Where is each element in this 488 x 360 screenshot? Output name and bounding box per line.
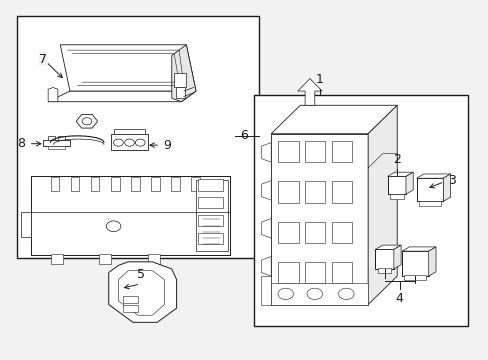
Bar [416,178,443,201]
Polygon shape [48,87,58,102]
Bar [91,177,99,191]
Text: 4: 4 [395,292,403,305]
Bar [131,177,140,191]
Bar [99,254,111,264]
Bar [305,262,325,283]
Bar [404,275,426,280]
Bar [171,177,180,191]
Polygon shape [416,174,449,178]
Bar [331,221,351,243]
Text: 3: 3 [447,174,455,186]
Bar [43,140,70,146]
Text: 6: 6 [239,129,247,142]
Bar [331,181,351,203]
Bar [389,194,403,198]
Polygon shape [405,172,412,194]
Circle shape [82,118,92,125]
Bar [123,305,138,312]
Polygon shape [386,172,412,176]
Bar [123,296,138,303]
Polygon shape [401,247,435,251]
Text: 8: 8 [17,137,25,150]
Polygon shape [261,257,271,276]
Polygon shape [367,105,396,305]
Bar [70,177,79,191]
Bar [278,262,298,283]
Circle shape [124,139,134,146]
Bar [17,16,259,258]
Bar [305,221,325,243]
Circle shape [135,139,145,146]
Bar [401,251,428,276]
Text: 2: 2 [392,153,400,166]
Bar [198,233,222,244]
Bar [254,95,467,326]
Polygon shape [261,219,271,238]
Polygon shape [76,114,98,128]
Bar [198,197,222,208]
Polygon shape [21,212,31,237]
Circle shape [338,288,353,300]
Bar [31,176,229,255]
Bar [50,177,59,191]
Bar [278,181,298,203]
Circle shape [277,288,293,300]
Bar [331,262,351,283]
Text: 5: 5 [137,269,144,282]
Polygon shape [48,91,196,102]
Bar [278,221,298,243]
Bar [261,276,271,305]
Bar [196,180,227,251]
Circle shape [113,139,123,146]
Bar [271,283,367,305]
Polygon shape [261,143,271,162]
Bar [50,254,62,264]
Polygon shape [108,262,176,322]
Bar [386,176,405,194]
Bar [111,134,147,150]
Bar [175,87,185,98]
Bar [111,177,119,191]
Polygon shape [60,45,196,91]
Polygon shape [375,245,400,249]
Bar [375,249,393,269]
Circle shape [106,221,121,231]
Bar [198,179,222,191]
Bar [147,254,159,264]
Polygon shape [171,45,196,102]
Bar [48,136,55,140]
Polygon shape [428,247,435,276]
Bar [151,177,160,191]
Bar [305,181,325,203]
Polygon shape [443,174,449,201]
Bar [58,136,65,140]
Bar [278,141,298,162]
Text: 1: 1 [315,73,323,86]
Bar [271,134,367,305]
Bar [191,177,200,191]
Polygon shape [297,78,322,105]
Bar [48,146,65,149]
Polygon shape [271,105,396,134]
Polygon shape [261,181,271,200]
Text: 7: 7 [39,53,47,66]
Bar [331,141,351,162]
Bar [113,129,145,134]
Text: 9: 9 [163,139,171,152]
Bar [305,141,325,162]
Circle shape [306,288,322,300]
Bar [198,215,222,226]
Bar [377,268,390,273]
Polygon shape [393,245,400,269]
Bar [174,73,186,87]
Bar [418,201,440,206]
